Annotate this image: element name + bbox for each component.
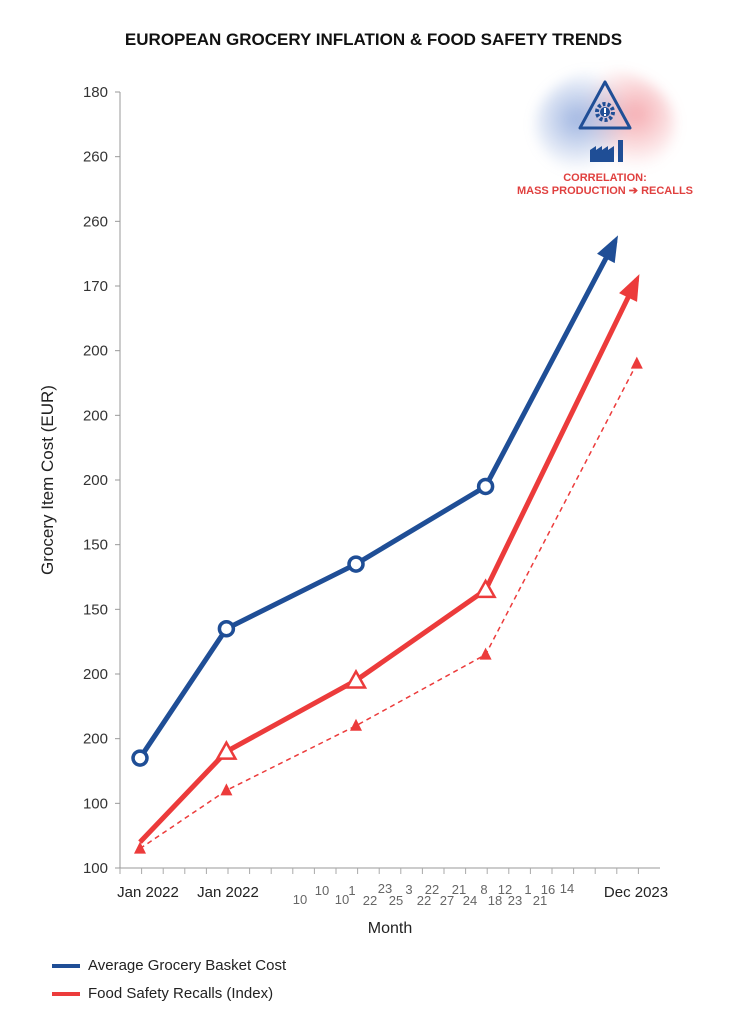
data-point: [474, 578, 497, 599]
x-stray-label: 18: [488, 893, 502, 908]
y-tick-label: 150: [83, 601, 108, 618]
y-tick-label: 150: [83, 537, 108, 554]
data-point: [479, 647, 492, 660]
y-tick-label: 260: [83, 213, 108, 230]
x-stray-label: 10: [293, 892, 307, 907]
x-tick-label: Dec 2023: [604, 884, 668, 901]
x-stray-label: 22: [417, 893, 431, 908]
correlation-annotation: CORRELATION: MASS PRODUCTION ➔ RECALLS: [505, 70, 705, 210]
x-stray-label: 22: [425, 882, 439, 897]
y-tick-label: 200: [83, 472, 108, 489]
series-line-0: [137, 239, 618, 760]
y-tick-label: 260: [83, 149, 108, 166]
x-stray-label: 8: [480, 882, 487, 897]
y-tick-label: 200: [83, 731, 108, 748]
x-stray-label: 25: [389, 893, 403, 908]
x-stray-label: 10: [335, 892, 349, 907]
legend-label: Food Safety Recalls (Index): [88, 985, 274, 1002]
y-tick-label: 200: [83, 407, 108, 424]
chart-title: EUROPEAN GROCERY INFLATION & FOOD SAFETY…: [124, 30, 623, 49]
y-tick-label: 100: [83, 860, 108, 877]
x-stray-label: 10: [315, 883, 329, 898]
series-line-2: [139, 363, 638, 850]
annotation-line2: MASS PRODUCTION ➔ RECALLS: [516, 185, 694, 197]
x-stray-label: 1: [348, 883, 355, 898]
data-point: [476, 477, 495, 496]
legend-item-basket: Average Grocery Basket Cost: [52, 957, 286, 974]
x-stray-label: 23: [508, 893, 522, 908]
legend-item-recalls: Food Safety Recalls (Index): [52, 985, 273, 1002]
data-point: [347, 555, 365, 573]
x-tick-label: Jan 2022: [197, 884, 259, 901]
x-stray-label: 27: [440, 893, 454, 908]
x-stray-label: 24: [463, 893, 477, 908]
y-tick-label: 200: [83, 343, 108, 360]
data-point: [630, 356, 643, 369]
arrow-head: [597, 235, 618, 264]
warning-gear-factory-icon: [578, 80, 632, 162]
data-point: [134, 841, 146, 854]
data-point: [350, 718, 362, 731]
y-tick-label: 200: [83, 666, 108, 683]
data-point: [217, 619, 236, 638]
annotation-text: CORRELATION: MASS PRODUCTION ➔ RECALLS: [505, 172, 705, 198]
data-point: [344, 668, 368, 689]
x-axis-label: Month: [367, 920, 413, 937]
x-stray-label: 21: [533, 893, 547, 908]
annotation-line1: CORRELATION:: [563, 172, 647, 184]
data-point: [220, 783, 233, 796]
legend-label: Average Grocery Basket Cost: [88, 957, 287, 974]
data-point: [215, 740, 238, 760]
x-stray-label: 22: [363, 893, 377, 908]
data-point: [131, 749, 149, 767]
x-stray-label: 21: [452, 882, 466, 897]
y-tick-label: 170: [83, 278, 108, 295]
x-tick-label: Jan 2022: [117, 884, 179, 901]
legend-swatch-blue: [52, 963, 80, 968]
series-line-1: [138, 278, 640, 844]
legend-swatch-red: [52, 991, 80, 996]
x-stray-label: 16: [541, 882, 555, 897]
arrow-head: [619, 274, 640, 302]
x-stray-label: 23: [378, 881, 392, 896]
x-stray-label: 3: [405, 882, 412, 897]
x-stray-label: 1: [524, 882, 531, 897]
y-tick-label: 100: [83, 795, 108, 812]
y-tick-label: 180: [83, 84, 108, 101]
x-stray-label: 14: [560, 881, 574, 896]
x-stray-label: 12: [498, 882, 512, 897]
